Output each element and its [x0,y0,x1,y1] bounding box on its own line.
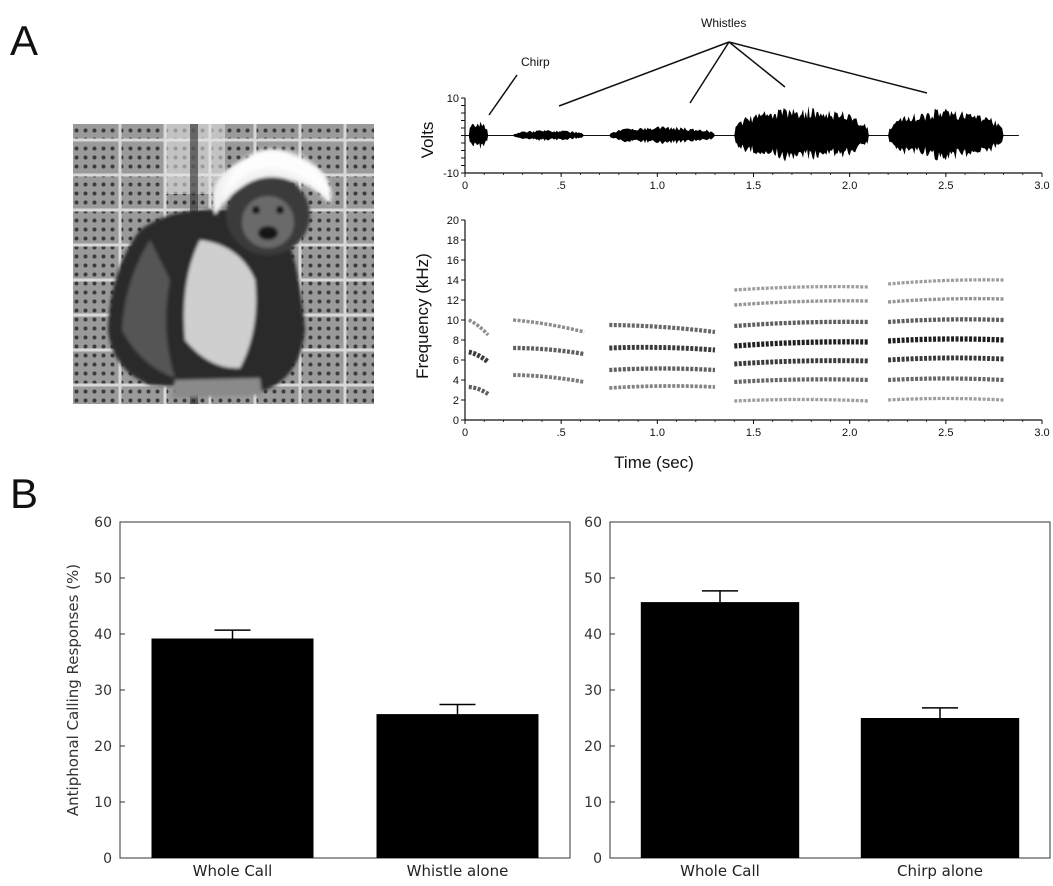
spectrogram-call-3-harmonic-1 [609,322,716,335]
bar-chart-right-ytick-label: 10 [584,795,602,811]
spectrogram-call-4-harmonic-2 [734,299,869,307]
bar-chart-right-bar-2 [860,718,1020,858]
spectrogram-call-5-harmonic-5 [887,355,1004,363]
spectrogram-call-5-harmonic-6 [887,376,1004,383]
spectrogram-xlabel: Time (sec) [614,453,694,472]
waveform-xtick-label: 0 [462,180,468,192]
spectrogram-xtick-label: .5 [557,427,566,439]
waveform-segment-1 [468,121,489,149]
bar-chart-left-ytick-label: 60 [94,515,112,531]
bar-chart-right-ytick-label: 20 [584,739,602,755]
spectrogram-ytick-label: 6 [453,355,459,367]
spectrogram-xtick-label: 2.5 [938,427,953,439]
bar-chart-left-ytick-label: 30 [94,683,112,699]
call-annotations: Chirp Whistles [488,16,928,116]
waveform-xtick-label: 1.0 [650,180,665,192]
bar-chart-left-ytick-label: 20 [94,739,112,755]
bar-chart-left-ytick-label: 40 [94,627,112,643]
waveform-segment-5 [888,108,1004,161]
waveform-segment-2 [513,130,585,141]
spectrogram-call-5-harmonic-2 [887,296,1004,304]
spectrogram-ytick-label: 10 [447,315,459,327]
spectrogram-xtick-label: 0 [462,427,468,439]
panel-label-b: B [10,470,38,517]
spectrogram-call-3-harmonic-3 [609,366,716,373]
spectrogram-call-4-harmonic-7 [734,397,869,403]
spectrogram-chart: Frequency (kHz) Time (sec) 0 2 4 6 8 10 12 14 16… [413,215,1050,472]
spectrogram-call-4-harmonic-4 [734,339,869,349]
waveform-ytick-label: -10 [443,168,459,180]
spectrogram-call-5-harmonic-7 [888,396,1004,402]
bar-chart-left-ytick-label: 50 [94,571,112,587]
waveform-ylabel: Volts [418,122,437,159]
bar-chart-right: 0 10 20 30 40 50 60 Whole Call Chirp alone [584,515,1051,880]
whistles-pointers [558,41,928,107]
waveform-xtick-label: 1.5 [746,180,761,192]
bar-chart-left-ytick-label: 10 [94,795,112,811]
spectrogram-call-2-harmonic-2 [513,345,585,357]
spectrogram-xtick-label: 1.5 [746,427,761,439]
spectrogram-call-5-harmonic-1 [887,278,1004,286]
spectrogram-ytick-label: 20 [447,215,459,227]
bar-chart-right-ytick-label: 0 [593,851,602,867]
waveform-segment-3 [609,126,715,144]
spectrogram-xtick-label: 3.0 [1034,427,1049,439]
waveform-xtick-label: 2.0 [842,180,857,192]
waveform-chart: Volts 10 -100 .5 1.0 1.5 2.0 2.5 3.0 [418,93,1050,192]
waveform-ytick-label: 10 [447,93,459,105]
bar-chart-left: Antiphonal Calling Responses (%) 0 10 20 30… [64,515,571,880]
spectrogram-call-5-harmonic-4 [887,336,1004,344]
spectrogram-call-4-harmonic-6 [734,377,869,385]
bar-chart-left-ytick-label: 0 [103,851,112,867]
spectrogram-call-2-harmonic-3 [513,373,585,384]
spectrogram-ytick-label: 8 [453,335,459,347]
bar-chart-left-bar-1 [151,638,314,858]
spectrogram-ylabel: Frequency (kHz) [413,253,432,379]
spectrogram-call-3-harmonic-4 [609,384,716,390]
whistles-annotation: Whistles [701,16,746,30]
bar-chart-right-bar-1 [640,602,800,858]
waveform-xtick-label: 3.0 [1034,180,1049,192]
waveform-segment-4 [734,105,869,162]
bar-chart-left-category-label: Whole Call [193,862,273,880]
waveform-xtick-label: .5 [557,180,566,192]
spectrogram-ytick-label: 12 [447,295,459,307]
spectrogram-call-4-harmonic-1 [734,284,869,292]
spectrogram-ytick-label: 18 [447,235,459,247]
bar-chart-right-ytick-label: 60 [584,515,602,531]
spectrogram-ytick-label: 0 [453,415,459,427]
spectrogram-ytick-label: 2 [453,395,459,407]
bar-chart-right-ytick-label: 40 [584,627,602,643]
waveform-xtick-label: 2.5 [938,180,953,192]
spectrogram-xtick-label: 1.0 [650,427,665,439]
spectrogram-ytick-label: 14 [447,275,459,287]
bar-chart-left-ylabel: Antiphonal Calling Responses (%) [64,564,82,816]
bar-chart-right-ytick-label: 30 [584,683,602,699]
spectrogram-call-4-harmonic-5 [734,358,869,367]
spectrogram-call-1-harmonic-1 [468,318,490,337]
spectrogram-xtick-label: 2.0 [842,427,857,439]
bar-chart-right-category-label: Chirp alone [897,862,983,880]
spectrogram-ytick-label: 16 [447,255,459,267]
spectrogram-call-4-harmonic-3 [734,319,869,329]
bar-chart-left-bar-2 [376,714,539,858]
bar-chart-left-category-label: Whistle alone [407,862,509,880]
spectrogram-call-2-harmonic-1 [512,318,585,334]
spectrogram-call-3-harmonic-2 [609,344,716,353]
spectrogram-call-5-harmonic-3 [887,317,1004,325]
chirp-pointer [488,74,518,116]
panel-label-a: A [10,17,38,64]
bar-chart-right-category-label: Whole Call [680,862,760,880]
tamarin-photo [73,124,374,404]
spectrogram-call-1-harmonic-2 [468,349,490,364]
spectrogram-call-1-harmonic-3 [468,384,490,396]
spectrogram-ytick-label: 4 [453,375,459,387]
chirp-annotation: Chirp [521,55,550,69]
bar-chart-right-ytick-label: 50 [584,571,602,587]
